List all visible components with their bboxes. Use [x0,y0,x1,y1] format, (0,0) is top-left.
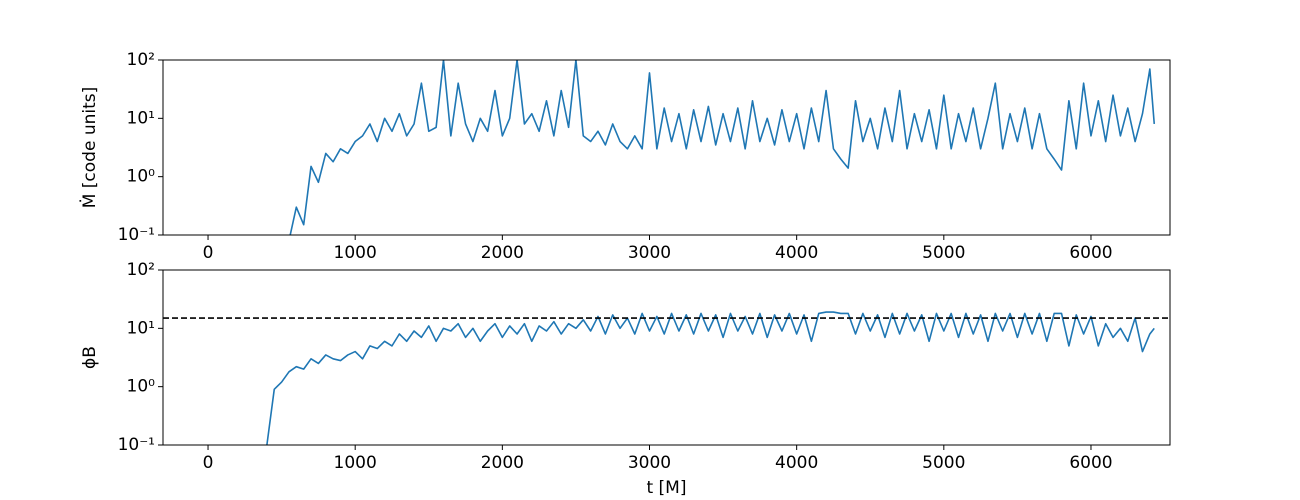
x-axis-label: t [M] [646,478,686,498]
x-tick-label: 5000 [922,243,965,263]
x-tick-label: 2000 [481,453,524,473]
y-axis-label: ϕB [80,346,100,369]
y-tick-label: 10² [127,260,155,280]
series-line [266,311,1155,445]
x-tick-label: 2000 [481,243,524,263]
x-tick-label: 0 [203,453,214,473]
y-axis-label: Ṁ [code units] [79,87,100,209]
series-line [289,60,1156,235]
y-tick-label: 10⁰ [127,167,156,187]
plot-frame [162,269,1171,446]
y-tick-label: 10¹ [127,108,155,128]
x-tick-label: 6000 [1069,243,1112,263]
x-tick-label: 4000 [775,453,818,473]
plot-frame [162,59,1171,236]
y-tick-label: 10¹ [127,318,155,338]
x-tick-label: 1000 [334,453,377,473]
y-tick-label: 10⁰ [127,377,156,397]
y-tick-label: 10⁻¹ [118,225,155,245]
x-tick-label: 3000 [628,453,671,473]
x-tick-label: 6000 [1069,453,1112,473]
x-tick-label: 3000 [628,243,671,263]
x-tick-label: 5000 [922,453,965,473]
x-tick-label: 0 [203,243,214,263]
y-tick-label: 10² [127,50,155,70]
x-tick-label: 4000 [775,243,818,263]
y-tick-label: 10⁻¹ [118,435,155,455]
x-tick-label: 1000 [334,243,377,263]
